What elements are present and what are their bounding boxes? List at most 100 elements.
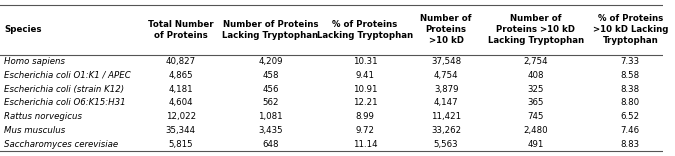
Bar [142, 55, 219, 68]
Text: 9.72: 9.72 [356, 126, 375, 135]
Bar [142, 110, 219, 124]
Bar [485, 82, 587, 96]
Bar [485, 55, 587, 68]
Text: 3,879: 3,879 [434, 85, 458, 94]
Bar [0, 5, 142, 55]
Text: Number of
Proteins
>10 kD: Number of Proteins >10 kD [421, 14, 472, 45]
Text: 10.31: 10.31 [352, 57, 377, 66]
Text: Rattus norvegicus: Rattus norvegicus [4, 112, 82, 121]
Bar [219, 68, 322, 82]
Text: 4,181: 4,181 [169, 85, 193, 94]
Bar [0, 68, 142, 82]
Bar [587, 124, 674, 137]
Text: Number of Proteins
Lacking Tryptophan: Number of Proteins Lacking Tryptophan [222, 20, 319, 39]
Bar [485, 137, 587, 151]
Text: 12,022: 12,022 [166, 112, 196, 121]
Bar [142, 82, 219, 96]
Text: 6.52: 6.52 [621, 112, 640, 121]
Text: Number of
Proteins >10 kD
Lacking Tryptophan: Number of Proteins >10 kD Lacking Trypto… [488, 14, 584, 45]
Bar [219, 137, 322, 151]
Text: Escherichia coli O6:K15:H31: Escherichia coli O6:K15:H31 [4, 98, 126, 107]
Bar [587, 82, 674, 96]
Bar [0, 124, 142, 137]
Bar [322, 68, 408, 82]
Text: Escherichia coli O1:K1 / APEC: Escherichia coli O1:K1 / APEC [4, 71, 131, 80]
Bar [142, 137, 219, 151]
Bar [485, 110, 587, 124]
Text: 11.14: 11.14 [352, 140, 377, 149]
Bar [219, 96, 322, 110]
Bar [322, 124, 408, 137]
Bar [322, 96, 408, 110]
Bar [0, 137, 142, 151]
Bar [0, 55, 142, 68]
Text: 7.33: 7.33 [621, 57, 640, 66]
Text: 7.46: 7.46 [621, 126, 640, 135]
Bar [408, 137, 485, 151]
Text: 491: 491 [528, 140, 544, 149]
Text: 12.21: 12.21 [352, 98, 377, 107]
Bar [219, 124, 322, 137]
Text: 648: 648 [262, 140, 279, 149]
Text: Mus musculus: Mus musculus [4, 126, 65, 135]
Text: 562: 562 [262, 98, 279, 107]
Bar [0, 96, 142, 110]
Bar [219, 110, 322, 124]
Text: 35,344: 35,344 [166, 126, 196, 135]
Text: 8.80: 8.80 [621, 98, 640, 107]
Text: 1,081: 1,081 [258, 112, 283, 121]
Text: 4,865: 4,865 [169, 71, 193, 80]
Text: Homo sapiens: Homo sapiens [4, 57, 65, 66]
Bar [587, 5, 674, 55]
Text: 37,548: 37,548 [431, 57, 461, 66]
Bar [322, 82, 408, 96]
Bar [587, 137, 674, 151]
Text: 4,147: 4,147 [434, 98, 458, 107]
Text: 5,815: 5,815 [169, 140, 193, 149]
Bar [587, 55, 674, 68]
Text: Total Number
of Proteins: Total Number of Proteins [148, 20, 213, 39]
Bar [485, 124, 587, 137]
Text: 8.99: 8.99 [356, 112, 375, 121]
Text: 9.41: 9.41 [356, 71, 375, 80]
Bar [322, 5, 408, 55]
Bar [408, 5, 485, 55]
Text: 2,754: 2,754 [523, 57, 548, 66]
Bar [485, 68, 587, 82]
Text: Species: Species [4, 25, 41, 34]
Bar [587, 96, 674, 110]
Bar [322, 137, 408, 151]
Bar [408, 124, 485, 137]
Bar [142, 96, 219, 110]
Bar [219, 55, 322, 68]
Bar [219, 5, 322, 55]
Bar [0, 82, 142, 96]
Bar [142, 5, 219, 55]
Bar [219, 82, 322, 96]
Text: 2,480: 2,480 [523, 126, 548, 135]
Bar [408, 68, 485, 82]
Text: 8.83: 8.83 [621, 140, 640, 149]
Text: 40,827: 40,827 [166, 57, 196, 66]
Text: % of Proteins
>10 kD Lacking
Tryptophan: % of Proteins >10 kD Lacking Tryptophan [593, 14, 668, 45]
Bar [485, 5, 587, 55]
Text: 8.38: 8.38 [621, 85, 640, 94]
Text: 745: 745 [527, 112, 544, 121]
Text: 408: 408 [527, 71, 544, 80]
Text: % of Proteins
Lacking Tryptophan: % of Proteins Lacking Tryptophan [317, 20, 413, 39]
Bar [587, 110, 674, 124]
Bar [142, 68, 219, 82]
Text: 325: 325 [527, 85, 544, 94]
Text: 4,209: 4,209 [258, 57, 283, 66]
Bar [142, 124, 219, 137]
Bar [485, 96, 587, 110]
Bar [408, 110, 485, 124]
Text: 4,754: 4,754 [434, 71, 458, 80]
Bar [322, 110, 408, 124]
Bar [322, 55, 408, 68]
Bar [408, 55, 485, 68]
Bar [0, 110, 142, 124]
Bar [408, 82, 485, 96]
Text: 33,262: 33,262 [431, 126, 461, 135]
Text: Escherichia coli (strain K12): Escherichia coli (strain K12) [4, 85, 124, 94]
